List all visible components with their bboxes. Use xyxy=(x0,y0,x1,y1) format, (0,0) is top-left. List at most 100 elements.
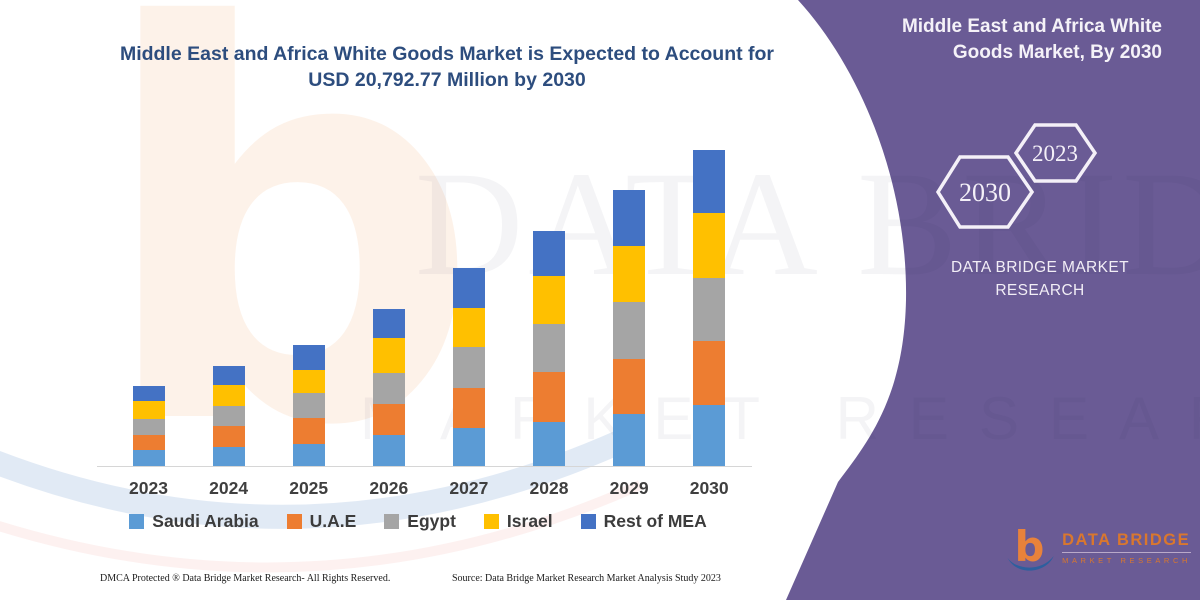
legend-swatch xyxy=(384,514,400,529)
x-axis-label-2027: 2027 xyxy=(449,478,489,498)
x-axis-label-2025: 2025 xyxy=(289,478,329,498)
bar-2024 xyxy=(212,366,245,466)
bar-segment-saudi-arabia xyxy=(693,404,726,466)
legend-item-u-a-e: U.A.E xyxy=(286,511,357,532)
bar-segment-u-a-e xyxy=(372,404,405,436)
x-axis-label-2026: 2026 xyxy=(369,478,409,498)
legend-item-israel: Israel xyxy=(483,511,553,532)
bar-2028 xyxy=(533,230,565,466)
hexagon-2023 xyxy=(1013,123,1098,183)
brand-text-line1: DATA BRIDGE MARKET xyxy=(950,259,1129,276)
bar-segment-rest-of-mea xyxy=(452,267,485,309)
bar-segment-u-a-e xyxy=(452,388,485,429)
logo-b-glyph: b xyxy=(1015,522,1045,571)
bar-segment-saudi-arabia xyxy=(533,422,565,466)
hexagon-2030-label: 2030 xyxy=(959,178,1011,207)
legend-item-egypt: Egypt xyxy=(384,511,456,532)
bar-segment-egypt xyxy=(132,418,165,435)
bar-segment-israel xyxy=(292,370,325,393)
x-axis-label-2023: 2023 xyxy=(129,478,168,498)
logo-title: DATA BRIDGE xyxy=(1062,531,1191,553)
legend-label: Israel xyxy=(506,511,553,531)
legend-swatch xyxy=(286,514,302,529)
bar-segment-u-a-e xyxy=(132,434,165,450)
bar-segment-egypt xyxy=(693,278,726,341)
bar-2025 xyxy=(292,344,325,466)
footer-source-text: Source: Data Bridge Market Research Mark… xyxy=(452,573,721,584)
bar-2030 xyxy=(693,150,726,466)
bar-segment-rest-of-mea xyxy=(132,385,165,401)
legend-swatch xyxy=(129,514,145,529)
legend-label: U.A.E xyxy=(309,511,357,531)
bar-2029 xyxy=(613,189,646,466)
legend-swatch xyxy=(580,514,596,529)
x-axis-label-2029: 2029 xyxy=(609,478,649,498)
bar-segment-egypt xyxy=(452,347,485,389)
bar-segment-u-a-e xyxy=(292,417,325,444)
bar-segment-israel xyxy=(452,308,485,348)
bar-segment-israel xyxy=(212,385,245,407)
bar-segment-israel xyxy=(372,338,405,373)
bar-segment-israel xyxy=(693,212,726,278)
logo-subtitle: MARKET RESEARCH xyxy=(1062,556,1191,565)
logo-swoosh-icon xyxy=(1007,555,1054,571)
bar-segment-rest-of-mea xyxy=(372,308,405,339)
x-axis-label-2028: 2028 xyxy=(529,478,569,498)
legend-label: Egypt xyxy=(407,511,456,531)
watermark-subtitle-text: MARKET RESEARCH xyxy=(360,385,1200,452)
bar-segment-rest-of-mea xyxy=(693,150,726,213)
side-panel-title: Middle East and Africa White Goods Marke… xyxy=(852,14,1162,65)
hexagon-2023-label: 2023 xyxy=(1032,141,1078,166)
bar-segment-egypt xyxy=(292,392,325,418)
bar-segment-saudi-arabia xyxy=(613,413,646,466)
bar-segment-saudi-arabia xyxy=(212,446,245,466)
bar-segment-u-a-e xyxy=(613,359,646,414)
logo-b-icon: b xyxy=(1007,522,1054,571)
side-panel-background xyxy=(786,0,1200,600)
x-axis-label-2030: 2030 xyxy=(689,478,729,498)
bar-segment-egypt xyxy=(372,372,405,405)
bar-segment-u-a-e xyxy=(533,371,565,423)
bar-segment-israel xyxy=(533,276,565,324)
bar-segment-saudi-arabia xyxy=(292,443,325,466)
chart-title-line2: USD 20,792.77 Million by 2030 xyxy=(308,68,586,91)
dbmr-logo: b DATA BRIDGE MARKET RESEARCH xyxy=(1005,517,1191,579)
footer-dmca-text: DMCA Protected ® Data Bridge Market Rese… xyxy=(100,573,391,584)
x-axis-label-2024: 2024 xyxy=(209,478,249,498)
bar-segment-rest-of-mea xyxy=(533,230,565,277)
chart-legend: Saudi Arabia U.A.E Egypt Israel Rest of MEA xyxy=(80,511,756,532)
side-panel-title-line2: Goods Market, By 2030 xyxy=(952,41,1162,63)
bar-segment-egypt xyxy=(613,302,646,360)
x-axis-line xyxy=(97,466,752,467)
legend-item-saudi-arabia: Saudi Arabia xyxy=(129,511,259,532)
chart-title-line1: Middle East and Africa White Goods Marke… xyxy=(119,43,775,65)
watermark-swoosh-icon xyxy=(0,424,643,573)
bar-segment-rest-of-mea xyxy=(613,189,646,246)
chart-title: Middle East and Africa White Goods Marke… xyxy=(85,42,809,93)
bar-segment-rest-of-mea xyxy=(292,344,325,371)
bar-segment-saudi-arabia xyxy=(372,435,405,466)
bar-2026 xyxy=(372,308,405,466)
legend-item-rest-of-mea: Rest of MEA xyxy=(580,511,707,532)
bar-segment-egypt xyxy=(212,406,245,426)
legend-swatch xyxy=(483,514,499,529)
bar-2027 xyxy=(452,267,485,466)
bar-segment-egypt xyxy=(533,323,565,372)
bar-segment-saudi-arabia xyxy=(132,449,165,466)
bar-segment-israel xyxy=(132,400,165,419)
hexagon-2030 xyxy=(935,155,1035,229)
bar-segment-israel xyxy=(613,245,646,302)
side-panel-brand-text: DATA BRIDGE MARKET RESEARCH xyxy=(928,256,1152,303)
side-panel-title-line1: Middle East and Africa White xyxy=(901,16,1162,37)
hexagon-badges: 2030 2023 xyxy=(935,123,1098,229)
brand-text-line2: RESEARCH xyxy=(995,282,1085,300)
bar-2023 xyxy=(132,385,165,466)
legend-label: Saudi Arabia xyxy=(152,511,259,531)
bar-segment-saudi-arabia xyxy=(452,428,485,466)
bar-segment-u-a-e xyxy=(212,425,245,447)
legend-label: Rest of MEA xyxy=(603,511,707,531)
bar-segment-u-a-e xyxy=(693,340,726,405)
